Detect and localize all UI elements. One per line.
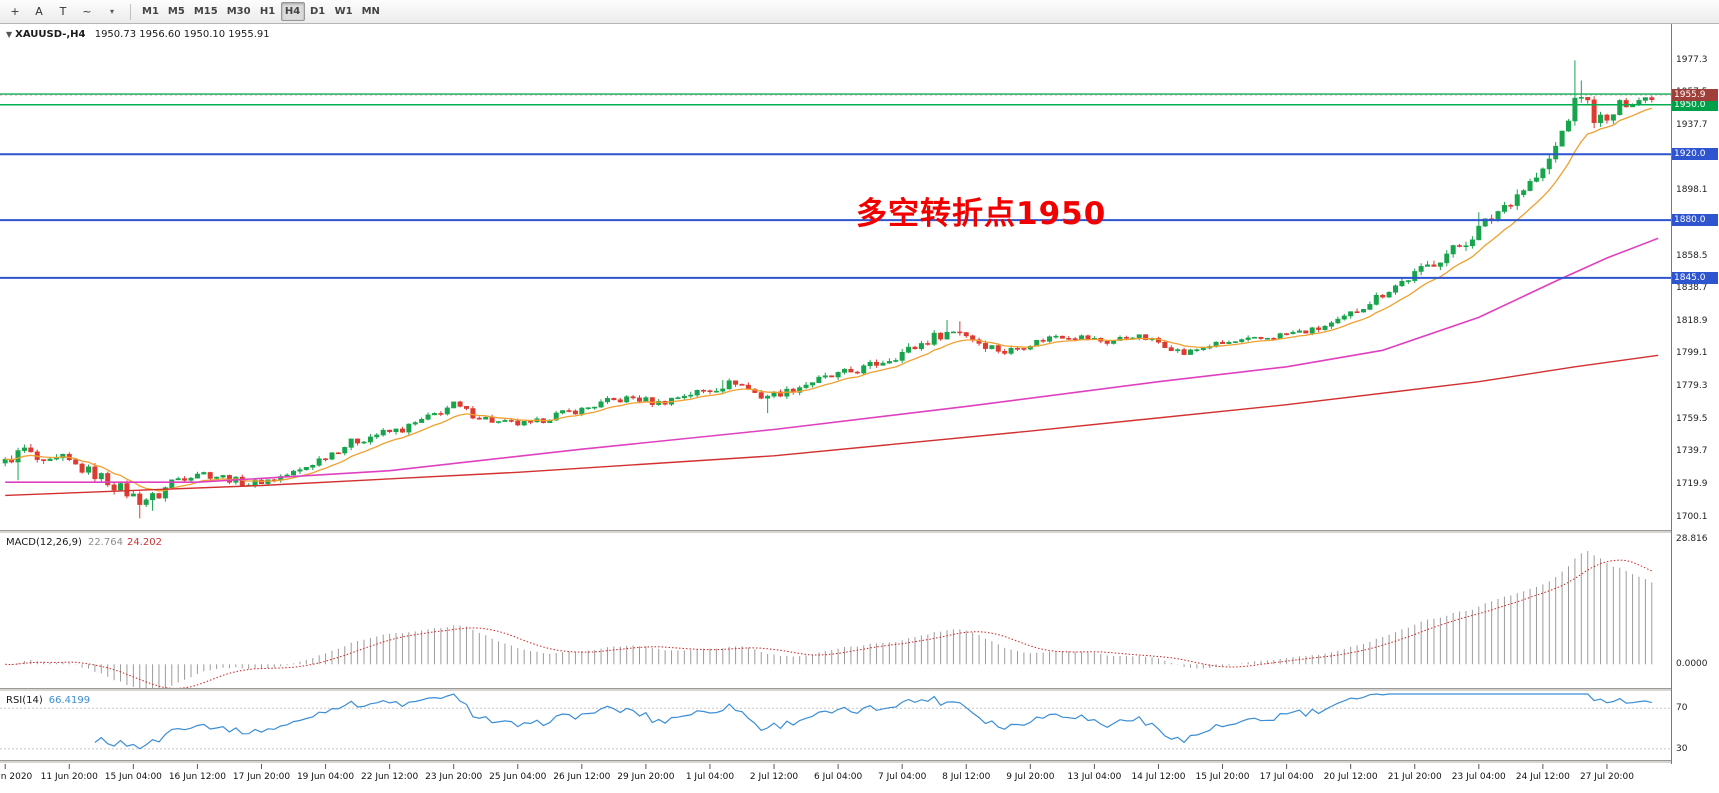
chart-canvas[interactable]	[0, 24, 1719, 793]
timeframe-m30[interactable]: M30	[226, 6, 251, 17]
indicators-icon[interactable]: ~	[82, 5, 92, 18]
timeframe-h4[interactable]: H4	[280, 2, 305, 21]
text-label-icon[interactable]: A	[35, 5, 43, 18]
hlines-layer	[0, 93, 1671, 279]
price-axis-label: 1838.7	[1676, 283, 1708, 294]
time-axis-label: 23 Jul 04:00	[1451, 772, 1506, 782]
time-axis-label: 20 Jul 12:00	[1323, 772, 1378, 782]
price-tag: 1845.0	[1672, 271, 1718, 284]
price-axis-label: 1898.1	[1676, 185, 1708, 196]
macd-indicator-label: MACD(12,26,9) 22.764 24.202	[6, 537, 162, 548]
price-axis-label: 1719.9	[1676, 479, 1708, 489]
timeframe-m1[interactable]: M1	[142, 6, 159, 17]
time-axis-label: 13 Jul 04:00	[1067, 772, 1122, 782]
time-axis-label: 1 Jul 04:00	[685, 772, 735, 782]
collapse-arrow-icon[interactable]: ▼	[6, 30, 13, 39]
toolbar-icons: + A T ~ ▾	[4, 2, 123, 21]
price-tag: 1880.0	[1672, 214, 1718, 227]
panel-divider[interactable]	[0, 760, 1719, 764]
time-axis-label: 15 Jun 04:00	[104, 772, 162, 782]
price-axis-label: 1799.1	[1676, 348, 1708, 359]
toolbar: + A T ~ ▾ M1 M5 M15 M30 H1 H4 D1 W1 MN	[0, 0, 1719, 24]
panel-divider[interactable]	[0, 688, 1719, 692]
panel-divider[interactable]	[0, 530, 1719, 534]
price-axis-label: 1977.3	[1676, 54, 1708, 65]
rsi-indicator-label: RSI(14) 66.4199	[6, 695, 90, 706]
price-axis-label: 1858.5	[1676, 250, 1708, 261]
price-tag: 1950.0	[1672, 98, 1718, 111]
timeframe-h1[interactable]: H1	[259, 6, 276, 17]
timeframe-w1[interactable]: W1	[334, 6, 353, 17]
time-axis-label: 21 Jul 20:00	[1387, 772, 1442, 782]
timeframe-mn[interactable]: MN	[361, 6, 380, 17]
price-tag: 1955.9	[1672, 89, 1718, 102]
price-axis-label: 1818.9	[1676, 315, 1708, 326]
time-axis-label: 19 Jun 04:00	[296, 772, 355, 782]
time-axis-label: 7 Jul 04:00	[878, 772, 927, 782]
time-axis-label: 17 Jul 04:00	[1259, 772, 1314, 782]
rsi-level-label: 70	[1676, 703, 1688, 714]
time-axis-label: 9 Jul 20:00	[1006, 772, 1055, 782]
time-axis-label: 2 Jul 12:00	[749, 772, 799, 782]
macd-name: MACD(12,26,9)	[6, 537, 82, 548]
ohlc-values: 1950.73 1956.60 1950.10 1955.91	[94, 29, 270, 40]
time-axis-label: 24 Jul 12:00	[1515, 772, 1570, 782]
candles-layer	[2, 60, 1655, 519]
timeframe-group: M1 M5 M15 M30 H1 H4 D1 W1 MN	[138, 2, 384, 21]
symbol-line: ▼ XAUUSD-,H4 1950.73 1956.60 1950.10 1955…	[6, 29, 270, 40]
symbol-label: XAUUSD-,H4	[15, 29, 86, 40]
macd-layer	[5, 551, 1653, 692]
time-axis-label: 23 Jun 20:00	[425, 772, 483, 782]
time-axis-label: 11 Jun 20:00	[40, 772, 98, 782]
moving-averages-layer	[5, 107, 1659, 497]
macd-signal-value: 24.202	[126, 537, 162, 548]
time-axis-label: 8 Jul 12:00	[942, 772, 991, 782]
price-tag: 1920.0	[1672, 148, 1718, 161]
rsi-level-label: 30	[1676, 743, 1688, 754]
text-box-icon[interactable]: T	[59, 5, 67, 18]
rsi-layer	[0, 693, 1671, 750]
time-axis-label: 17 Jun 20:00	[232, 772, 291, 782]
timeframe-m5[interactable]: M5	[167, 6, 185, 17]
time-axis[interactable]: 10 Jun 2020 11 Jun 20:00 15 Jun 04:00 16 Ju…	[0, 764, 1671, 793]
time-axis-label: 22 Jun 12:00	[361, 772, 419, 782]
time-axis-label: 25 Jun 04:00	[489, 772, 547, 782]
caret-down-icon[interactable]: ▾	[109, 7, 114, 16]
time-axis-label: 15 Jul 20:00	[1195, 772, 1250, 782]
macd-axis-label: 0.0000	[1676, 659, 1708, 670]
time-axis-label: 6 Jul 04:00	[813, 772, 863, 782]
time-axis-label: 16 Jun 12:00	[168, 772, 226, 782]
price-axis[interactable]: 1950.01920.01880.01845.01955.91977.31957…	[1671, 24, 1719, 764]
rsi-value: 66.4199	[48, 695, 91, 706]
price-axis-label: 1759.5	[1676, 413, 1708, 424]
timeframe-d1[interactable]: D1	[309, 6, 326, 17]
price-axis-label: 1937.7	[1676, 120, 1708, 131]
chart-area[interactable]: ▼ XAUUSD-,H4 1950.73 1956.60 1950.10 1955…	[0, 24, 1719, 793]
time-axis-label: 29 Jun 20:00	[617, 772, 675, 782]
time-axis-label: 10 Jun 2020	[0, 772, 33, 782]
annotation-text[interactable]: 多空转折点1950	[856, 196, 1107, 232]
price-axis-label: 1779.3	[1676, 381, 1708, 392]
toolbar-separator	[130, 3, 131, 20]
time-axis-label: 27 Jul 20:00	[1579, 772, 1634, 782]
crosshair-icon[interactable]: +	[10, 5, 20, 18]
price-axis-label: 1739.7	[1676, 446, 1708, 457]
rsi-name: RSI(14)	[6, 695, 43, 706]
time-axis-label: 14 Jul 12:00	[1131, 772, 1186, 782]
price-axis-label: 1700.1	[1676, 511, 1708, 522]
time-axis-label: 26 Jun 12:00	[553, 772, 611, 782]
macd-main-value: 22.764	[87, 537, 123, 548]
timeframe-m15[interactable]: M15	[193, 6, 218, 17]
macd-axis-label: 28.816	[1676, 534, 1708, 545]
